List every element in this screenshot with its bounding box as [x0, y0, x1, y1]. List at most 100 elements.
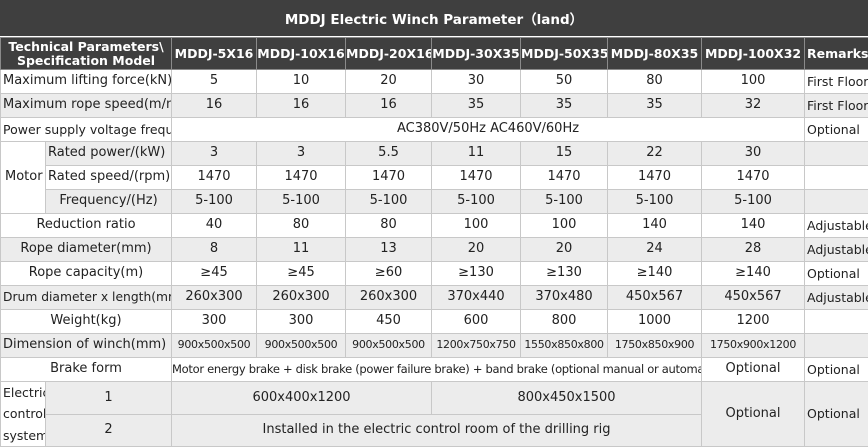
table-row: Rated speed/(rpm) 1470 1470 1470 1470 14…	[1, 166, 868, 190]
cell: 1470	[346, 166, 432, 190]
table-row: Maximum rope speed(m/min) 16 16 16 35 35…	[1, 94, 868, 118]
remark-cell: Optional	[805, 118, 868, 142]
model-header: MDDJ-30X35	[432, 38, 521, 70]
merged-cell: Motor energy brake + disk brake (power f…	[172, 358, 702, 382]
cell: 80	[346, 214, 432, 238]
cell: 32	[702, 94, 805, 118]
cell: 450	[346, 310, 432, 334]
cell: 20	[521, 238, 608, 262]
cell: 80	[257, 214, 346, 238]
cell: 450x567	[608, 286, 702, 310]
cell: 1750x900x1200	[702, 334, 805, 358]
cell: 900x500x500	[346, 334, 432, 358]
cell: 15	[521, 142, 608, 166]
cell: Optional	[702, 358, 805, 382]
table-title: MDDJ Electric Winch Parameter（land）	[0, 0, 868, 37]
cell: 30	[702, 142, 805, 166]
cell: 30	[432, 70, 521, 94]
cell: 1470	[432, 166, 521, 190]
cell: ≥45	[257, 262, 346, 286]
remark-cell	[805, 334, 868, 358]
cell: 11	[257, 238, 346, 262]
cell: 8	[172, 238, 257, 262]
cell: 600	[432, 310, 521, 334]
table-row: Electric control system 1 600x400x1200 8…	[1, 382, 868, 415]
cell: 1200	[702, 310, 805, 334]
cell: 100	[432, 214, 521, 238]
cell: ≥140	[608, 262, 702, 286]
row-label: Reduction ratio	[1, 214, 172, 238]
cell: 1470	[608, 166, 702, 190]
cell: 1470	[521, 166, 608, 190]
cell: 22	[608, 142, 702, 166]
cell: 28	[702, 238, 805, 262]
cell: 900x500x500	[172, 334, 257, 358]
remark-cell: Adjustable	[805, 214, 868, 238]
cell: 10	[257, 70, 346, 94]
table-row: Frequency/(Hz) 5-100 5-100 5-100 5-100 5…	[1, 190, 868, 214]
table-row: Motor Rated power/(kW) 3 3 5.5 11 15 22 …	[1, 142, 868, 166]
row-label: Weight(kg)	[1, 310, 172, 334]
cell: 35	[521, 94, 608, 118]
table-row: Reduction ratio 40 80 80 100 100 140 140…	[1, 214, 868, 238]
cell: 5-100	[702, 190, 805, 214]
cell: 20	[346, 70, 432, 94]
cell: 5.5	[346, 142, 432, 166]
cell: 300	[172, 310, 257, 334]
cell: 5-100	[521, 190, 608, 214]
cell: 100	[702, 70, 805, 94]
cell: ≥60	[346, 262, 432, 286]
cell: 5-100	[257, 190, 346, 214]
remark-cell	[805, 190, 868, 214]
cell: 3	[257, 142, 346, 166]
cell: ≥140	[702, 262, 805, 286]
cell: 5-100	[432, 190, 521, 214]
model-header: MDDJ-10X16	[257, 38, 346, 70]
row-label: Rated speed/(rpm)	[46, 166, 172, 190]
remark-cell: Adjustable	[805, 286, 868, 310]
cell: 24	[608, 238, 702, 262]
cell: 1750x850x900	[608, 334, 702, 358]
row-label: Power supply voltage frequency	[1, 118, 172, 142]
cell: 370x440	[432, 286, 521, 310]
remark-cell: Optional	[805, 262, 868, 286]
row-label: Rated power/(kW)	[46, 142, 172, 166]
model-header: MDDJ-100X32	[702, 38, 805, 70]
cell: 3	[172, 142, 257, 166]
remark-cell: Optional	[805, 358, 868, 382]
model-header: MDDJ-80X35	[608, 38, 702, 70]
cell: 5-100	[346, 190, 432, 214]
remark-cell	[805, 310, 868, 334]
cell: 1200x750x750	[432, 334, 521, 358]
remark-cell	[805, 166, 868, 190]
cell: 11	[432, 142, 521, 166]
cell: 13	[346, 238, 432, 262]
cell: 260x300	[257, 286, 346, 310]
cell: 16	[346, 94, 432, 118]
row-label: Rope diameter(mm)	[1, 238, 172, 262]
remarks-header: Remarks	[805, 38, 868, 70]
cell: 16	[172, 94, 257, 118]
cell: 300	[257, 310, 346, 334]
remark-cell: Optional	[805, 382, 868, 447]
cell: 140	[702, 214, 805, 238]
table-row: Maximum lifting force(kN) 5 10 20 30 50 …	[1, 70, 868, 94]
model-header: MDDJ-50X35	[521, 38, 608, 70]
table-row: Rope capacity(m) ≥45 ≥45 ≥60 ≥130 ≥130 ≥…	[1, 262, 868, 286]
row-label: Brake form	[1, 358, 172, 382]
table-row: Brake form Motor energy brake + disk bra…	[1, 358, 868, 382]
spec-header: Technical Parameters\ Specification Mode…	[1, 38, 172, 70]
parameter-table: Technical Parameters\ Specification Mode…	[0, 37, 868, 447]
model-header: MDDJ-20X16	[346, 38, 432, 70]
cell: ≥130	[521, 262, 608, 286]
row-label: Frequency/(Hz)	[46, 190, 172, 214]
table-row: Dimension of winch(mm) 900x500x500 900x5…	[1, 334, 868, 358]
cell: 1550x850x800	[521, 334, 608, 358]
row-label: Rope capacity(m)	[1, 262, 172, 286]
table-row: Rope diameter(mm) 8 11 13 20 20 24 28 Ad…	[1, 238, 868, 262]
cell: 35	[432, 94, 521, 118]
cell: 2	[46, 415, 172, 447]
cell: 20	[432, 238, 521, 262]
table-row: Weight(kg) 300 300 450 600 800 1000 1200	[1, 310, 868, 334]
cell: 40	[172, 214, 257, 238]
